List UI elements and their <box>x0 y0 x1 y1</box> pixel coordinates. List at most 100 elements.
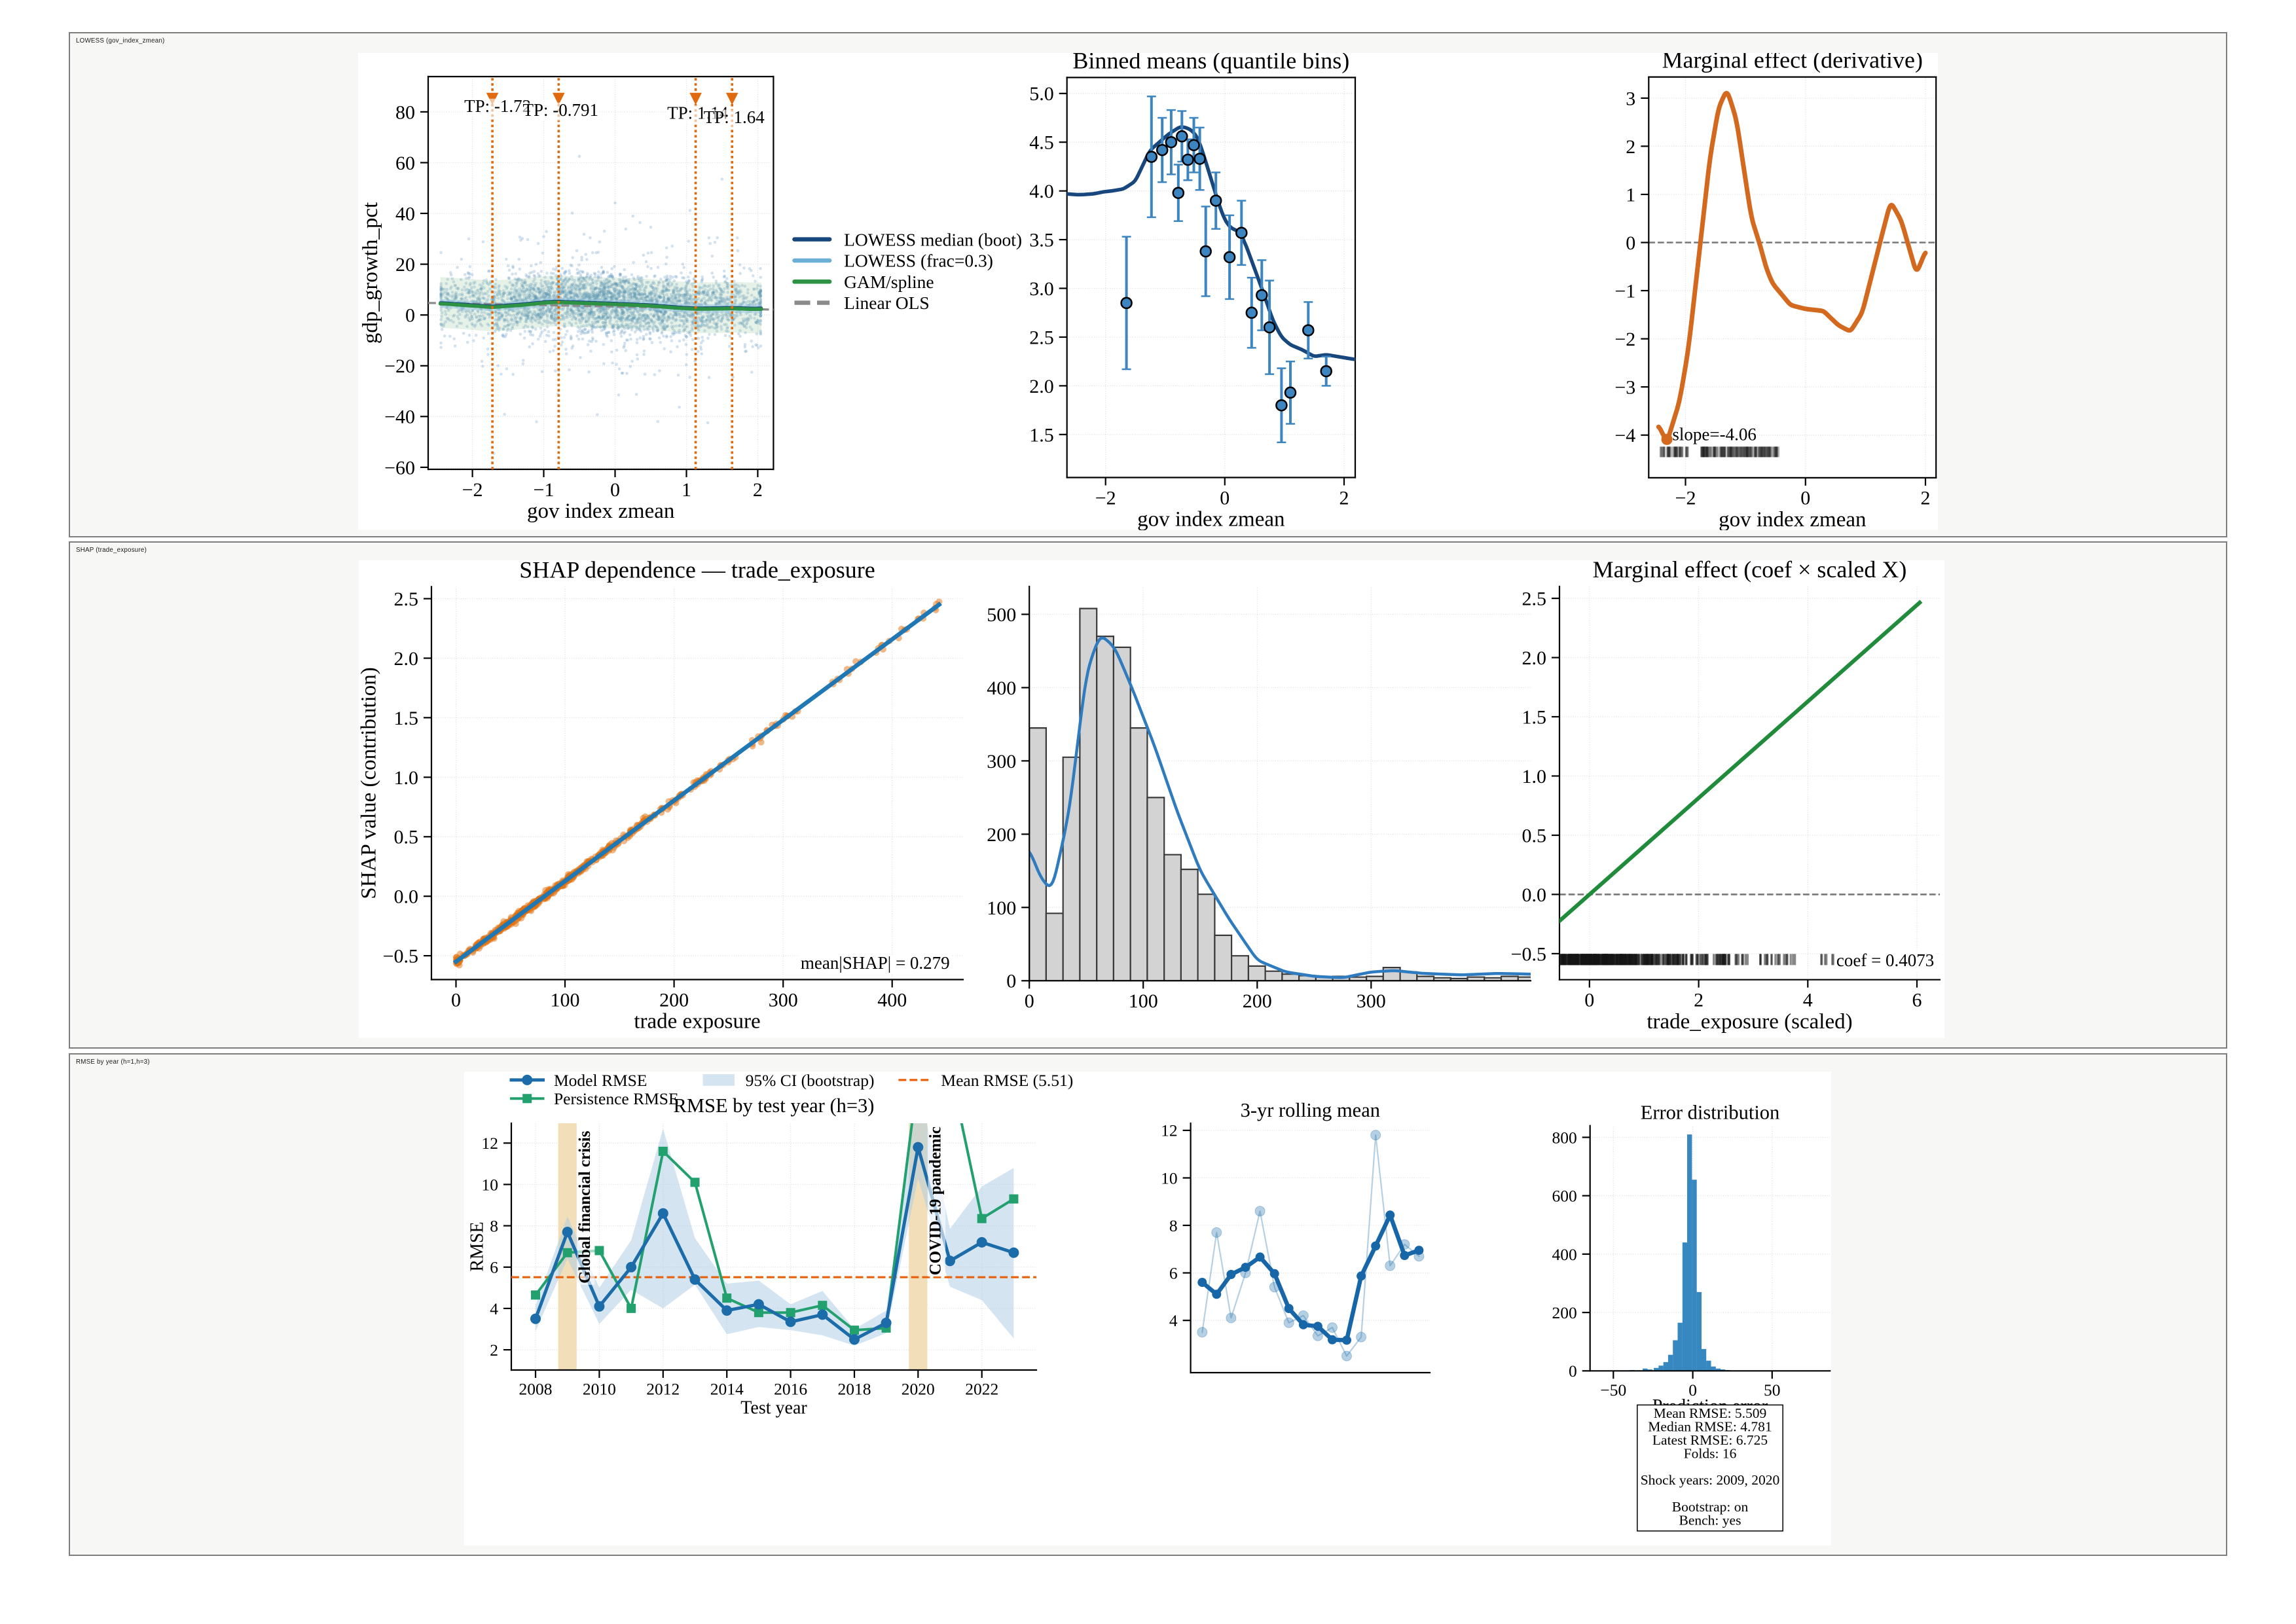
svg-text:Marginal effect (coef × scaled: Marginal effect (coef × scaled X) <box>1593 560 1907 583</box>
svg-text:Bench: yes: Bench: yes <box>1679 1512 1741 1528</box>
svg-text:4: 4 <box>490 1299 498 1318</box>
svg-text:6: 6 <box>1912 990 1922 1011</box>
svg-text:−50: −50 <box>1600 1380 1626 1399</box>
svg-text:SHAP dependence — trade_exposu: SHAP dependence — trade_exposure <box>519 560 875 583</box>
svg-text:gdp_growth_pct: gdp_growth_pct <box>359 202 382 344</box>
svg-text:Error distribution: Error distribution <box>1641 1102 1780 1124</box>
svg-text:−2: −2 <box>462 479 483 501</box>
svg-text:4.5: 4.5 <box>1029 132 1054 154</box>
svg-text:5.0: 5.0 <box>1029 83 1054 105</box>
svg-text:LOWESS median (boot): LOWESS median (boot) <box>844 229 1022 249</box>
svg-text:1: 1 <box>1626 184 1635 206</box>
svg-text:95% CI (bootstrap): 95% CI (bootstrap) <box>746 1072 875 1090</box>
svg-text:1.5: 1.5 <box>394 708 419 729</box>
svg-text:3.5: 3.5 <box>1029 230 1054 251</box>
svg-text:80: 80 <box>395 101 415 123</box>
svg-text:COVID-19 pandemic: COVID-19 pandemic <box>927 1127 945 1275</box>
svg-text:20: 20 <box>395 254 415 276</box>
svg-text:2022: 2022 <box>965 1380 998 1399</box>
svg-text:1.0: 1.0 <box>1522 766 1547 787</box>
svg-text:2: 2 <box>1921 488 1931 509</box>
svg-text:−40: −40 <box>384 406 415 428</box>
svg-text:2018: 2018 <box>838 1380 871 1399</box>
svg-text:3-yr rolling mean: 3-yr rolling mean <box>1241 1099 1380 1121</box>
svg-text:60: 60 <box>395 153 415 174</box>
svg-text:gov index zmean: gov index zmean <box>1137 508 1285 530</box>
svg-text:Latest RMSE: 6.725: Latest RMSE: 6.725 <box>1652 1432 1768 1448</box>
svg-text:trade_exposure (scaled): trade_exposure (scaled) <box>1647 1010 1852 1034</box>
svg-text:−2: −2 <box>1095 487 1116 509</box>
svg-text:Bootstrap: on: Bootstrap: on <box>1672 1499 1749 1515</box>
svg-text:Mean RMSE (5.51): Mean RMSE (5.51) <box>941 1072 1073 1090</box>
svg-text:LOWESS (frac=0.3): LOWESS (frac=0.3) <box>844 251 993 271</box>
svg-text:2.5: 2.5 <box>1029 327 1054 348</box>
svg-text:0.5: 0.5 <box>394 827 419 848</box>
svg-text:gov index zmean: gov index zmean <box>527 499 674 523</box>
svg-text:4: 4 <box>1803 990 1813 1011</box>
svg-text:−3: −3 <box>1614 377 1635 399</box>
svg-text:200: 200 <box>1552 1303 1576 1322</box>
svg-text:−2: −2 <box>1675 488 1696 509</box>
svg-text:mean|SHAP| = 0.279: mean|SHAP| = 0.279 <box>801 953 950 973</box>
svg-text:0: 0 <box>1800 488 1810 509</box>
svg-text:2014: 2014 <box>710 1380 744 1399</box>
svg-text:2.0: 2.0 <box>394 648 419 670</box>
svg-text:1: 1 <box>682 479 691 501</box>
svg-text:300: 300 <box>987 751 1016 772</box>
svg-text:SHAP value (contribution): SHAP value (contribution) <box>359 667 381 899</box>
svg-text:−0.5: −0.5 <box>1511 943 1546 965</box>
svg-text:0: 0 <box>1220 487 1230 509</box>
svg-text:Folds: 16: Folds: 16 <box>1684 1445 1737 1461</box>
svg-text:10: 10 <box>1161 1168 1178 1187</box>
svg-text:1.5: 1.5 <box>1522 706 1547 728</box>
svg-text:300: 300 <box>769 989 798 1011</box>
svg-text:100: 100 <box>1129 990 1158 1012</box>
svg-text:Median RMSE: 4.781: Median RMSE: 4.781 <box>1648 1419 1772 1435</box>
svg-text:40: 40 <box>395 204 415 225</box>
svg-text:0: 0 <box>1025 990 1034 1012</box>
svg-text:2: 2 <box>1339 487 1349 509</box>
svg-text:Test year: Test year <box>740 1398 807 1418</box>
svg-text:2016: 2016 <box>774 1380 807 1399</box>
svg-text:2.0: 2.0 <box>1029 376 1054 397</box>
svg-text:−2: −2 <box>1614 329 1635 350</box>
svg-text:Binned means (quantile bins): Binned means (quantile bins) <box>1072 53 1349 73</box>
svg-text:2: 2 <box>1626 136 1635 158</box>
svg-text:1.0: 1.0 <box>394 767 419 789</box>
svg-text:6: 6 <box>1169 1263 1178 1282</box>
svg-text:500: 500 <box>987 604 1016 626</box>
svg-text:0: 0 <box>451 989 461 1011</box>
svg-text:400: 400 <box>877 989 907 1011</box>
svg-text:0.5: 0.5 <box>1522 825 1547 846</box>
svg-text:800: 800 <box>1552 1128 1576 1147</box>
svg-text:200: 200 <box>1243 990 1272 1012</box>
svg-text:−60: −60 <box>384 457 415 478</box>
svg-text:−4: −4 <box>1614 425 1635 446</box>
svg-text:TP: -0.791: TP: -0.791 <box>523 100 599 120</box>
svg-text:300: 300 <box>1357 990 1386 1012</box>
svg-text:gov index zmean: gov index zmean <box>1719 508 1866 530</box>
svg-text:12: 12 <box>1161 1121 1178 1140</box>
svg-text:12: 12 <box>482 1134 499 1153</box>
svg-text:Model RMSE: Model RMSE <box>554 1072 647 1090</box>
svg-text:coef = 0.4073: coef = 0.4073 <box>1836 950 1934 970</box>
svg-text:2: 2 <box>753 479 763 501</box>
svg-text:Mean RMSE: 5.509: Mean RMSE: 5.509 <box>1654 1405 1767 1421</box>
svg-text:400: 400 <box>1552 1245 1576 1264</box>
svg-text:0: 0 <box>1688 1380 1697 1399</box>
svg-text:TP: -1.72: TP: -1.72 <box>464 96 531 116</box>
svg-text:0.0: 0.0 <box>1522 884 1547 906</box>
svg-text:10: 10 <box>482 1175 499 1194</box>
svg-text:200: 200 <box>987 824 1016 846</box>
svg-text:Linear OLS: Linear OLS <box>844 293 930 313</box>
svg-text:200: 200 <box>659 989 689 1011</box>
svg-text:0: 0 <box>1006 971 1016 992</box>
svg-text:6: 6 <box>490 1258 498 1277</box>
svg-text:600: 600 <box>1552 1187 1576 1206</box>
svg-text:1.5: 1.5 <box>1029 424 1054 446</box>
svg-text:400: 400 <box>987 677 1016 699</box>
svg-text:100: 100 <box>987 897 1016 919</box>
svg-text:Marginal effect (derivative): Marginal effect (derivative) <box>1662 53 1923 73</box>
svg-text:3.0: 3.0 <box>1029 278 1054 300</box>
svg-text:8: 8 <box>1169 1216 1178 1235</box>
